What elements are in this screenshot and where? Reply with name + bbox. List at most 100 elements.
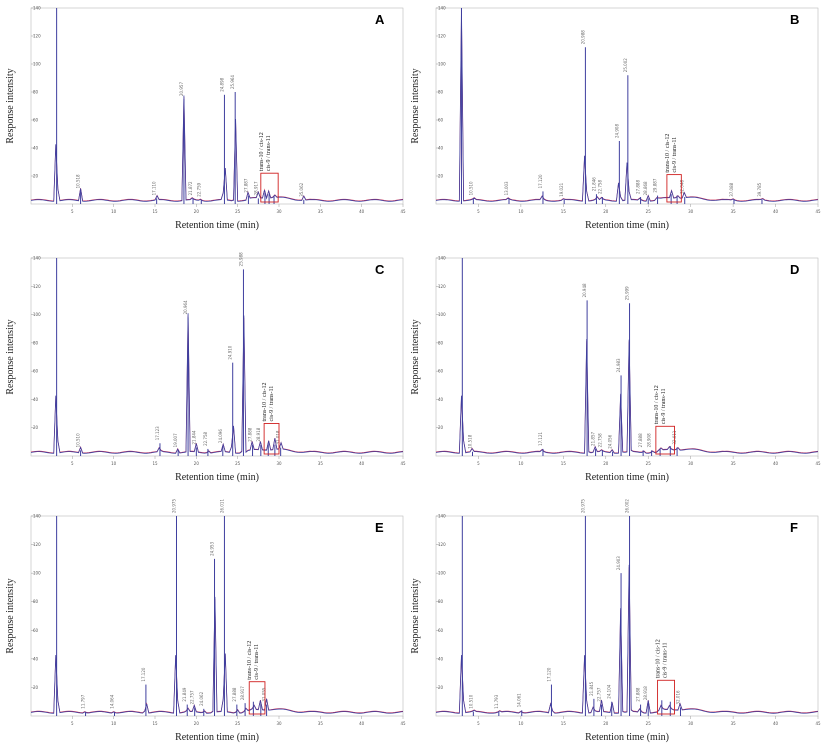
- x-tick-label: 10: [518, 209, 524, 214]
- y-axis-label: Response intensity: [5, 578, 16, 653]
- peak-label: 27.888: [232, 687, 237, 701]
- peak-label: 39.785: [757, 182, 762, 196]
- x-tick-label: 5: [71, 721, 74, 726]
- peak-label: 20.975: [580, 499, 585, 513]
- y-tick-label: 100: [33, 62, 41, 67]
- cla-highlight-box: [666, 174, 682, 203]
- peak-label: 24.910: [228, 345, 233, 359]
- x-tick-label: 40: [359, 461, 365, 466]
- peak-label: 17.120: [141, 667, 146, 681]
- peak-label: 10.518: [468, 434, 473, 448]
- peak-label: 28.908: [647, 433, 652, 447]
- x-tick-label: 35: [731, 461, 737, 466]
- panel-letter: C: [375, 262, 385, 277]
- y-tick-label: 120: [33, 284, 41, 289]
- peak-label: 24.096: [218, 429, 223, 443]
- x-tick-label: 40: [773, 721, 779, 726]
- annotation-trans10-cis12: trans-10 / cis-12: [656, 639, 662, 678]
- plot-frame: [30, 7, 404, 205]
- peak-label: 28.868: [643, 181, 648, 195]
- x-tick-label: 25: [646, 209, 652, 214]
- y-tick-label: 20: [438, 174, 444, 179]
- x-tick-label: 5: [477, 209, 480, 214]
- peak-label: 21.857: [591, 431, 596, 445]
- peak-label: 21.849: [182, 687, 187, 701]
- cla-highlight-box: [263, 423, 280, 455]
- peak-label: 27.888: [248, 427, 253, 441]
- y-tick-label: 20: [33, 174, 39, 179]
- y-tick-label: 80: [33, 599, 39, 604]
- x-tick-label: 15: [152, 461, 158, 466]
- x-tick-label: 20: [194, 721, 200, 726]
- peak-label: 24.898: [219, 77, 224, 91]
- peak-label: 17.120: [546, 667, 551, 681]
- y-axis-label: Response intensity: [5, 68, 16, 143]
- y-tick-label: 120: [33, 542, 41, 547]
- peak-label: 35.062: [299, 182, 304, 196]
- x-axis-label: Retention time (min): [585, 732, 669, 743]
- peak-label: 22.759: [196, 182, 201, 196]
- x-tick-label: 40: [359, 721, 365, 726]
- x-tick-label: 45: [400, 209, 406, 214]
- y-tick-label: 20: [33, 685, 39, 690]
- peak-label: 20.988: [580, 30, 585, 44]
- y-tick-label: 20: [438, 425, 444, 430]
- peak-label: 32.048: [680, 180, 685, 194]
- x-tick-label: 5: [477, 721, 480, 726]
- x-tick-label: 15: [152, 209, 158, 214]
- y-tick-label: 60: [438, 369, 444, 374]
- y-tick-label: 120: [33, 34, 41, 39]
- panel-letter: F: [790, 520, 798, 535]
- trace-blue: [435, 564, 819, 714]
- x-tick-label: 45: [815, 461, 821, 466]
- y-tick-label: 60: [33, 628, 39, 633]
- peak-label: 25.002: [623, 58, 628, 72]
- peak-label: 22.758: [597, 180, 602, 194]
- peak-label: 10.510: [468, 694, 473, 708]
- y-tick-label: 100: [438, 62, 446, 67]
- y-tick-label: 80: [33, 340, 39, 345]
- annotation-cis9-trans11: cis-9 / trans-11: [269, 386, 275, 422]
- peak-label: 19.007: [173, 433, 178, 447]
- cla-highlight-box: [260, 172, 279, 203]
- plot-frame: [435, 515, 819, 717]
- peak-label: 22.758: [203, 431, 208, 445]
- peak-label: 24.953: [210, 541, 215, 555]
- annotation-trans10-cis12: trans-10 / cis-12: [654, 385, 660, 424]
- peak-label: 25.964: [230, 75, 235, 89]
- y-tick-label: 60: [438, 118, 444, 123]
- peak-label: 11.797: [81, 694, 86, 708]
- x-tick-label: 25: [646, 721, 652, 726]
- peak-label: 14.064: [109, 694, 114, 708]
- peak-label: 28.918: [256, 427, 261, 441]
- x-tick-label: 5: [71, 209, 74, 214]
- trace-red: [435, 11, 819, 202]
- peak-label: 26.011: [219, 499, 224, 513]
- annotation-cis9-trans11: cis-9 / trans-11: [663, 643, 669, 679]
- y-tick-label: 40: [438, 397, 444, 402]
- peak-label: 14.061: [517, 693, 522, 707]
- x-tick-label: 45: [815, 721, 821, 726]
- x-tick-label: 15: [152, 721, 158, 726]
- peak-label: 19.021: [559, 182, 564, 196]
- x-tick-label: 45: [400, 721, 406, 726]
- x-tick-label: 35: [318, 721, 324, 726]
- y-tick-label: 140: [438, 256, 446, 261]
- trace-red: [30, 315, 404, 454]
- peak-label: 22.757: [597, 687, 602, 701]
- x-tick-label: 25: [235, 209, 241, 214]
- panel-a: 20 40 60 80 100 120 140 5 10 15 20 25 30 35 40 45 10.518…: [5, 6, 406, 232]
- trace-blue: [30, 313, 404, 454]
- x-axis-label: Retention time (min): [175, 220, 259, 231]
- panel-c: 20 40 60 80 100 120 140 5 10 15 20 25 30 35 40 45 10.510…: [5, 252, 406, 483]
- x-tick-label: 25: [646, 461, 652, 466]
- peak-label: 32.016: [675, 690, 680, 704]
- peak-label: 17.123: [155, 426, 160, 440]
- y-tick-label: 40: [438, 656, 444, 661]
- x-tick-label: 35: [318, 209, 324, 214]
- peak-label: 17.121: [538, 431, 543, 445]
- y-tick-label: 140: [438, 514, 446, 519]
- peak-label: 37.088: [729, 182, 734, 196]
- peak-label: 22.757: [190, 690, 195, 704]
